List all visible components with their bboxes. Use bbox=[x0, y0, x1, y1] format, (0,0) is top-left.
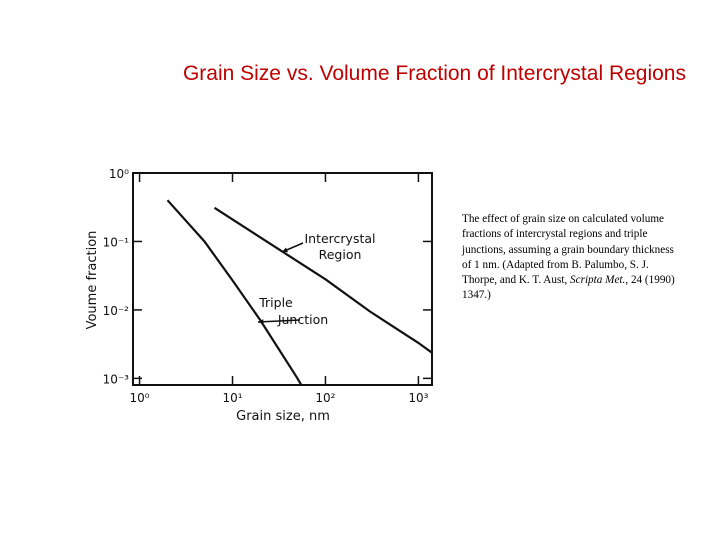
arrow-head bbox=[258, 319, 264, 325]
annotation: Intercrystal bbox=[304, 231, 375, 246]
y-tick-label: 10⁻³ bbox=[103, 372, 130, 386]
annotation: Region bbox=[319, 247, 362, 262]
caption: The effect of grain size on calculated v… bbox=[462, 212, 676, 304]
annotation: Triple bbox=[258, 295, 293, 310]
annotation: Junction bbox=[277, 312, 328, 327]
x-tick-label: 10² bbox=[315, 391, 335, 405]
y-tick-label: 10⁻¹ bbox=[103, 235, 130, 249]
x-tick-label: 10¹ bbox=[222, 391, 242, 405]
plot-frame bbox=[132, 172, 433, 386]
caption-text: The effect of grain size on calculated v… bbox=[462, 213, 674, 287]
series-line bbox=[166, 199, 303, 386]
caption-text: , 24 (1990) 1347.) bbox=[462, 274, 675, 302]
y-axis-label: Voume fraction bbox=[85, 231, 100, 330]
x-axis-label: Grain size, nm bbox=[236, 409, 330, 424]
y-tick-label: 10⁰ bbox=[109, 167, 129, 181]
series-line bbox=[213, 206, 433, 354]
y-tick-label: 10⁻² bbox=[103, 304, 130, 318]
annotation-arrow bbox=[257, 319, 301, 323]
x-tick-label: 10⁰ bbox=[130, 391, 150, 405]
x-tick-label: 10³ bbox=[408, 391, 428, 405]
arrow-head bbox=[282, 247, 288, 253]
slide-title: Grain Size vs. Volume Fraction of Interc… bbox=[182, 62, 686, 85]
caption-journal: Scripta Met. bbox=[570, 274, 626, 287]
